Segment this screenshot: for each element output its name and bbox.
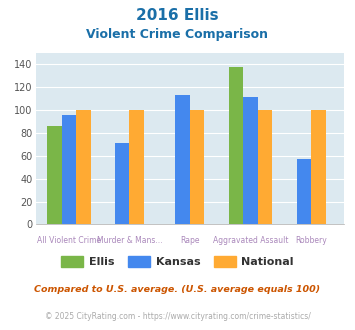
Bar — [258, 110, 272, 224]
Bar — [76, 110, 91, 224]
Bar — [129, 110, 144, 224]
Text: Aggravated Assault: Aggravated Assault — [213, 236, 288, 246]
Bar — [229, 67, 243, 224]
Text: Murder & Mans...: Murder & Mans... — [97, 236, 162, 246]
Text: Violent Crime Comparison: Violent Crime Comparison — [87, 28, 268, 41]
Text: Rape: Rape — [180, 236, 200, 246]
Legend: Ellis, Kansas, National: Ellis, Kansas, National — [57, 251, 298, 272]
Bar — [190, 110, 204, 224]
Text: Compared to U.S. average. (U.S. average equals 100): Compared to U.S. average. (U.S. average … — [34, 285, 321, 294]
Bar — [243, 97, 258, 224]
Text: Robbery: Robbery — [295, 236, 327, 246]
Text: All Violent Crime: All Violent Crime — [37, 236, 101, 246]
Text: © 2025 CityRating.com - https://www.cityrating.com/crime-statistics/: © 2025 CityRating.com - https://www.city… — [45, 312, 310, 321]
Bar — [47, 126, 61, 224]
Text: 2016 Ellis: 2016 Ellis — [136, 8, 219, 23]
Bar — [296, 159, 311, 224]
Bar — [175, 95, 190, 224]
Bar — [61, 115, 76, 224]
Bar — [311, 110, 326, 224]
Bar — [115, 143, 129, 224]
